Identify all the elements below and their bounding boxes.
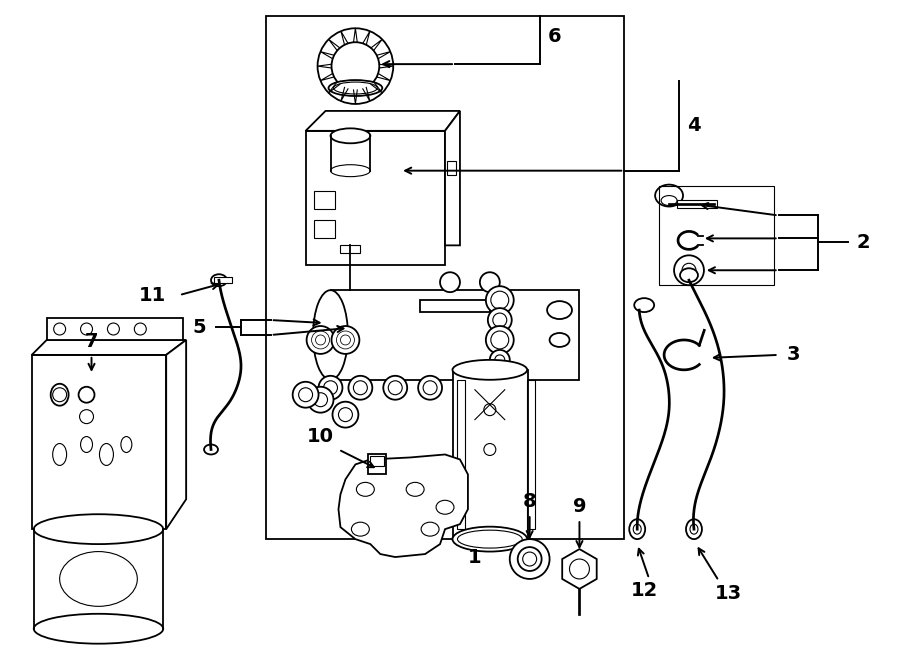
Text: 7: 7: [85, 332, 98, 352]
Circle shape: [480, 272, 500, 292]
Text: 2: 2: [856, 233, 870, 252]
Text: 12: 12: [631, 582, 658, 600]
Circle shape: [440, 272, 460, 292]
Bar: [420, 300, 490, 312]
Ellipse shape: [453, 360, 527, 380]
Circle shape: [518, 547, 542, 571]
Text: 1: 1: [468, 547, 482, 566]
Circle shape: [54, 323, 66, 335]
Text: 3: 3: [787, 346, 800, 364]
Text: 4: 4: [687, 116, 700, 136]
Circle shape: [486, 326, 514, 354]
Circle shape: [319, 376, 343, 400]
Bar: [214, 277, 232, 283]
Ellipse shape: [34, 514, 163, 544]
Bar: [677, 200, 717, 208]
Circle shape: [674, 255, 704, 285]
Ellipse shape: [655, 184, 683, 206]
Circle shape: [418, 376, 442, 400]
Circle shape: [348, 376, 373, 400]
Bar: [330, 290, 580, 380]
Ellipse shape: [34, 614, 163, 644]
Circle shape: [383, 376, 407, 400]
Circle shape: [318, 28, 393, 104]
Circle shape: [332, 402, 358, 428]
Text: 11: 11: [139, 286, 166, 305]
Text: 5: 5: [193, 317, 206, 336]
Bar: [447, 161, 456, 175]
Bar: [457, 380, 465, 529]
Circle shape: [308, 387, 334, 412]
Bar: [306, 131, 445, 265]
Circle shape: [331, 42, 379, 90]
Circle shape: [509, 539, 550, 579]
Bar: [526, 380, 535, 529]
Ellipse shape: [211, 274, 227, 286]
Circle shape: [292, 382, 319, 408]
Ellipse shape: [686, 519, 702, 539]
Ellipse shape: [330, 128, 370, 143]
Ellipse shape: [453, 527, 527, 551]
Polygon shape: [562, 549, 597, 589]
Bar: [266, 17, 625, 539]
Ellipse shape: [328, 80, 382, 96]
Circle shape: [134, 323, 147, 335]
Text: 9: 9: [572, 497, 586, 516]
Circle shape: [490, 350, 509, 370]
Bar: [340, 245, 360, 253]
Text: 10: 10: [307, 427, 334, 446]
Circle shape: [81, 323, 93, 335]
Ellipse shape: [550, 333, 570, 347]
Circle shape: [307, 326, 335, 354]
Circle shape: [107, 323, 120, 335]
Text: 8: 8: [523, 492, 536, 511]
Bar: [368, 455, 386, 475]
Bar: [32, 355, 166, 529]
Text: 6: 6: [547, 26, 562, 46]
Ellipse shape: [547, 301, 572, 319]
Bar: [313, 221, 336, 239]
Ellipse shape: [313, 290, 348, 380]
Polygon shape: [166, 340, 186, 529]
Polygon shape: [338, 455, 468, 557]
Circle shape: [331, 326, 359, 354]
Bar: [370, 457, 384, 467]
Bar: [313, 190, 336, 208]
Ellipse shape: [680, 268, 698, 282]
Bar: [47, 318, 183, 340]
Circle shape: [488, 308, 512, 332]
Bar: [659, 186, 774, 285]
Circle shape: [486, 286, 514, 314]
Polygon shape: [32, 340, 186, 355]
Ellipse shape: [204, 444, 218, 455]
Bar: [47, 340, 186, 499]
Polygon shape: [306, 111, 460, 131]
Polygon shape: [445, 111, 460, 245]
Bar: [453, 370, 527, 539]
Ellipse shape: [629, 519, 645, 539]
Ellipse shape: [634, 298, 654, 312]
Text: 13: 13: [716, 584, 742, 603]
